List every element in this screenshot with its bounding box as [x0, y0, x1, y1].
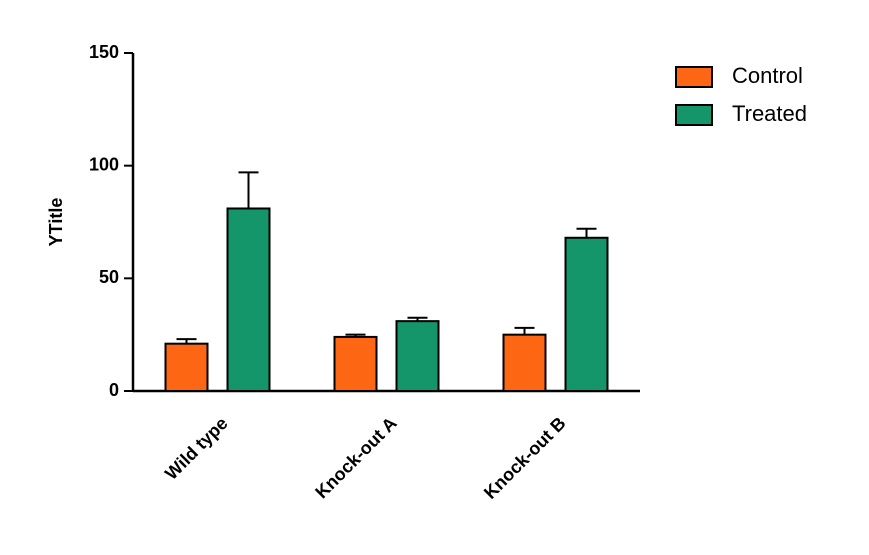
y-tick-label: 0: [109, 380, 119, 400]
y-tick-label: 50: [99, 267, 119, 287]
legend-swatch: [675, 104, 713, 126]
x-tick-label: Knock-out A: [311, 413, 400, 502]
legend-label: Control: [732, 63, 803, 88]
bar: [164, 342, 209, 392]
y-tick-label: 150: [89, 42, 119, 62]
bar: [502, 333, 547, 392]
y-tick-label: 100: [89, 154, 119, 174]
bar: [226, 207, 271, 392]
y-axis-title: YTitle: [46, 198, 66, 247]
legend-swatch: [675, 66, 713, 88]
x-tick-label: Knock-out B: [480, 413, 570, 503]
bar: [564, 236, 609, 392]
bar: [333, 335, 378, 393]
bar: [395, 320, 440, 392]
legend-label: Treated: [732, 101, 807, 126]
x-tick-label: Wild type: [161, 413, 232, 484]
